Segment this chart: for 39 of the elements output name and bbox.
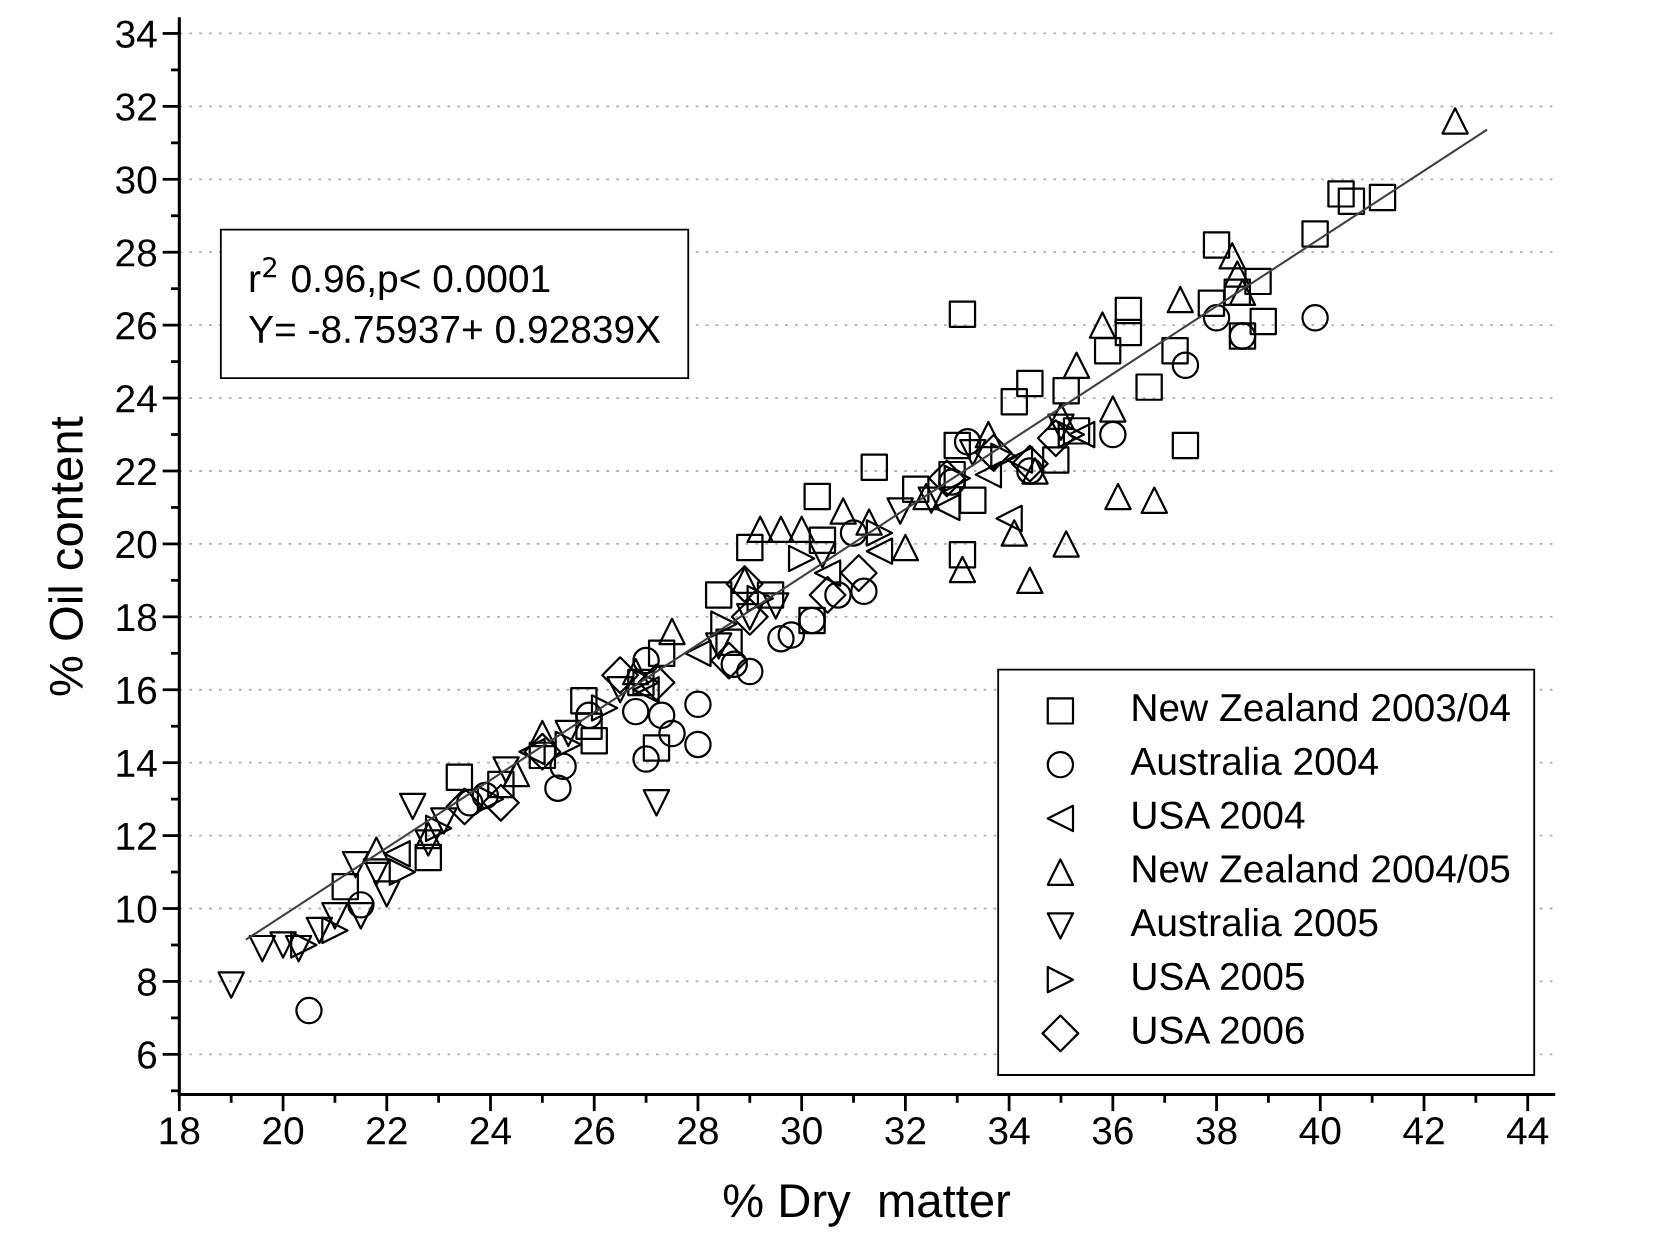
legend-label: USA 2005 <box>1133 962 1304 991</box>
x-tick-label: 42 <box>1403 1117 1444 1145</box>
x-tick-label: 38 <box>1196 1117 1237 1145</box>
y-tick-label: 22 <box>116 457 156 486</box>
x-tick-label: 36 <box>1092 1117 1133 1145</box>
y-tick-label: 18 <box>117 603 157 632</box>
y-tick-label: 6 <box>138 1041 157 1069</box>
legend-label: USA 2006 <box>1133 1016 1304 1044</box>
y-axis-title: % Oil content <box>48 416 83 696</box>
y-tick-label: 8 <box>137 968 157 996</box>
y-tick-label: 34 <box>116 20 157 48</box>
y-tick-label: 16 <box>117 676 157 705</box>
x-tick-label: 20 <box>263 1117 304 1145</box>
legend-label: Australia 2004 <box>1130 746 1378 776</box>
y-tick-label: 32 <box>116 93 156 121</box>
legend-label: New Zealand 2003/04 <box>1133 692 1510 722</box>
x-tick-label: 40 <box>1299 1117 1341 1145</box>
legend-label: New Zealand 2004/05 <box>1133 854 1510 883</box>
x-tick-label: 28 <box>678 1117 718 1145</box>
y-tick-label: 26 <box>116 312 157 340</box>
legend-label: Australia 2005 <box>1130 907 1378 937</box>
y-tick-label: 12 <box>117 822 156 850</box>
x-tick-label: 26 <box>574 1117 615 1145</box>
x-tick-label: 22 <box>367 1117 407 1145</box>
y-tick-label: 28 <box>116 239 157 267</box>
y-tick-label: 14 <box>117 750 157 777</box>
x-tick-label: 30 <box>781 1117 822 1145</box>
y-tick-label: 10 <box>117 895 157 923</box>
x-tick-label: 34 <box>988 1117 1030 1145</box>
x-tick-label: 24 <box>470 1117 511 1145</box>
y-tick-label: 20 <box>116 530 157 559</box>
x-tick-label: 18 <box>160 1117 200 1145</box>
x-axis-title: % Dry matter <box>723 1184 1011 1227</box>
legend-label: USA 2004 <box>1133 801 1305 829</box>
x-tick-label: 32 <box>885 1117 926 1145</box>
y-tick-label: 24 <box>116 385 157 413</box>
y-tick-label: 30 <box>116 166 157 194</box>
x-tick-label: 44 <box>1506 1117 1549 1145</box>
annotation: r$^{2}$ 0.96,p< 0.0001 Y= -8.75937+ 0.92839X <box>248 256 661 344</box>
